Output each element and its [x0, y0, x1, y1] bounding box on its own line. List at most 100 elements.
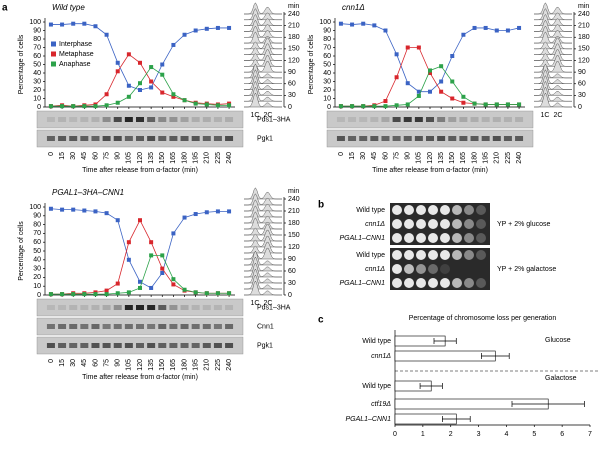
category-label: cnn1Δ [371, 353, 391, 360]
y-tick-label: 40 [33, 70, 41, 77]
x-tick-label: 105 [416, 152, 423, 164]
x-tick-label: 75 [393, 152, 400, 160]
data-point [93, 24, 98, 29]
flow-histogram [533, 31, 572, 44]
blot-band [91, 117, 100, 122]
colony-spot [452, 278, 462, 288]
data-point [171, 277, 176, 282]
data-point [350, 104, 355, 109]
group-label: Galactose [545, 375, 577, 382]
data-point [171, 231, 176, 236]
blot-band [158, 305, 167, 310]
y-tick-label: 30 [33, 265, 41, 272]
data-point [416, 45, 421, 50]
strain-label: Wild type [356, 207, 385, 214]
blot-band [136, 343, 144, 348]
series-line [50, 66, 230, 107]
data-point [193, 28, 198, 33]
flow-tick-label: 0 [288, 104, 292, 111]
flow-histogram [533, 8, 572, 21]
flow-histogram [244, 247, 282, 260]
data-point [517, 25, 522, 30]
colony-spot [440, 264, 450, 274]
colony-spot [392, 250, 402, 260]
colony-spot [416, 250, 426, 260]
colony-spot [452, 233, 462, 243]
blot-band [414, 136, 423, 141]
blot-band [191, 324, 200, 329]
y-tick-label: 40 [323, 70, 331, 77]
flow-histogram [243, 8, 282, 21]
blot-band [46, 117, 55, 122]
x-tick-label: 90 [405, 152, 412, 160]
y-tick-label: 10 [33, 283, 41, 290]
data-point [472, 101, 477, 106]
y-tick-label: 90 [33, 27, 41, 34]
blot-label: Cnn1 [257, 323, 274, 330]
data-point [461, 100, 466, 105]
blot-band [180, 117, 189, 122]
x-tick-label: 180 [181, 359, 188, 371]
colony-spot [464, 219, 474, 229]
blot-band [359, 136, 368, 141]
colony-spot [428, 219, 438, 229]
blot-band [492, 136, 501, 141]
medium-label: YP + 2% glucose [497, 221, 550, 228]
blot-band [169, 117, 178, 122]
blot-band [58, 136, 67, 141]
y-tick-label: 0 [327, 104, 331, 111]
flow-histogram [533, 25, 572, 38]
x-tick-label: 105 [126, 359, 133, 371]
colony-spot [440, 219, 450, 229]
blot-band [426, 136, 434, 141]
colony-spot [452, 219, 462, 229]
blot-band [136, 117, 144, 122]
blot-band [124, 117, 133, 122]
x-tick-label: 225 [215, 359, 222, 371]
x-tick-label: 165 [170, 152, 177, 164]
y-tick-label: 90 [33, 213, 41, 220]
blot-band [91, 324, 100, 329]
blot-band [124, 343, 133, 348]
flow-tick-label: 30 [288, 280, 296, 287]
blot-band [180, 343, 189, 348]
flow-histogram [244, 235, 282, 248]
blot-band [191, 343, 200, 348]
blot-band [80, 324, 89, 329]
y-tick-label: 80 [33, 221, 41, 228]
colony-spot [428, 205, 438, 215]
flow-histogram [244, 217, 282, 230]
x-tick-label: 135 [438, 152, 445, 164]
data-point [60, 207, 65, 212]
data-point [372, 23, 377, 28]
blot-band [158, 117, 167, 122]
x-tick-label: 45 [81, 359, 88, 367]
flow-histogram [243, 31, 282, 44]
flow-histogram [244, 211, 282, 224]
blot-band [91, 305, 100, 310]
error-bar [419, 383, 443, 389]
data-point [204, 210, 209, 215]
data-point [227, 291, 232, 296]
y-tick-label: 20 [33, 274, 41, 281]
blot-band [392, 117, 401, 122]
flow-histogram [533, 2, 572, 15]
error-bar [481, 353, 510, 359]
blot-band [102, 343, 111, 348]
data-point [450, 79, 455, 84]
x-tick-label: 165 [460, 152, 467, 164]
blot-band [136, 324, 144, 329]
blot-band [69, 343, 78, 348]
data-point [115, 291, 120, 296]
y-tick-label: 100 [29, 204, 41, 211]
bar [394, 350, 496, 362]
y-axis-label: Percentage of cells [18, 221, 25, 281]
blot-band [113, 343, 122, 348]
y-tick-label: 60 [323, 53, 331, 60]
strain-label: cnn1Δ [365, 221, 385, 228]
flow-label: 1C [251, 112, 260, 119]
blot-band [147, 343, 156, 348]
flow-label: 1C [251, 300, 260, 307]
data-point [126, 257, 131, 262]
